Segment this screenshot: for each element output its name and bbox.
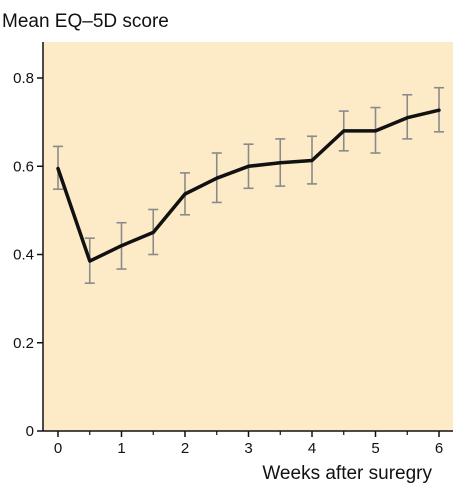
x-tick-label: 3 <box>244 440 252 457</box>
x-tick-label: 2 <box>181 440 189 457</box>
plot-area-background <box>43 42 453 431</box>
x-tick-label: 5 <box>371 440 379 457</box>
y-tick-label: 0.4 <box>13 247 34 264</box>
y-tick-label: 0.6 <box>13 158 34 175</box>
x-tick-label: 0 <box>54 440 62 457</box>
x-tick-label: 4 <box>308 440 316 457</box>
chart-title: Mean EQ–5D score <box>2 11 169 32</box>
y-tick-label: 0 <box>26 423 34 440</box>
x-tick-label: 6 <box>435 440 443 457</box>
x-axis-ticks: 0 1 2 3 4 5 6 <box>54 431 443 457</box>
x-tick-label: 1 <box>117 440 125 457</box>
y-axis-ticks: 0 0.2 0.4 0.6 0.8 <box>13 70 43 440</box>
y-tick-label: 0.2 <box>13 335 34 352</box>
series-line <box>56 108 441 263</box>
x-axis-label: Weeks after suregry <box>262 463 432 484</box>
y-tick-label: 0.8 <box>13 70 34 87</box>
